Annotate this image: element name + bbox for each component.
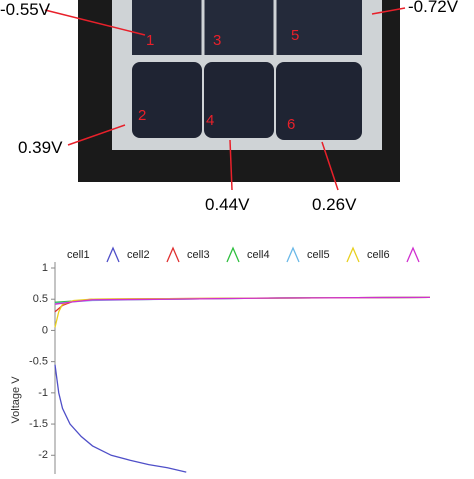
legend-label: cell2: [127, 249, 150, 261]
legend-label: cell5: [307, 249, 330, 261]
y-tick-label: -1.5: [29, 418, 48, 430]
y-tick-label: -0.5: [29, 356, 48, 368]
voltage-label: 0.26V: [312, 195, 357, 214]
legend-swatch: [226, 246, 240, 263]
legend-label: cell4: [247, 249, 270, 261]
voltage-label: -0.72V: [408, 0, 459, 16]
voltage-label: -0.55V: [0, 0, 51, 19]
voltage-label: 0.39V: [18, 138, 63, 157]
series-line: [54, 364, 187, 473]
legend-swatch: [286, 246, 300, 263]
legend-swatch: [406, 246, 420, 263]
y-tick-label: 1: [42, 262, 48, 274]
legend-swatch: [346, 246, 360, 263]
cell-number: 4: [206, 112, 214, 129]
cell-number: 2: [138, 107, 146, 124]
y-tick-label: -1: [38, 387, 48, 399]
y-tick-label: -2: [38, 449, 48, 461]
legend-label: cell3: [187, 249, 210, 261]
legend-label: cell1: [67, 249, 90, 261]
voltage-label: 0.44V: [205, 195, 250, 214]
legend-swatch: [106, 246, 120, 263]
legend-swatch: [166, 246, 180, 263]
series-line: [54, 296, 431, 328]
legend-label: cell6: [367, 249, 390, 261]
cell-number: 6: [287, 116, 295, 133]
cell-number: 1: [146, 32, 154, 49]
series-line: [54, 296, 431, 305]
cell-number: 3: [213, 32, 221, 49]
photo: [44, 0, 406, 191]
cell-number: 5: [291, 27, 299, 44]
y-tick-label: 0.5: [33, 293, 48, 305]
y-tick-label: 0: [42, 324, 48, 336]
y-axis-label: Voltage V: [10, 376, 22, 424]
